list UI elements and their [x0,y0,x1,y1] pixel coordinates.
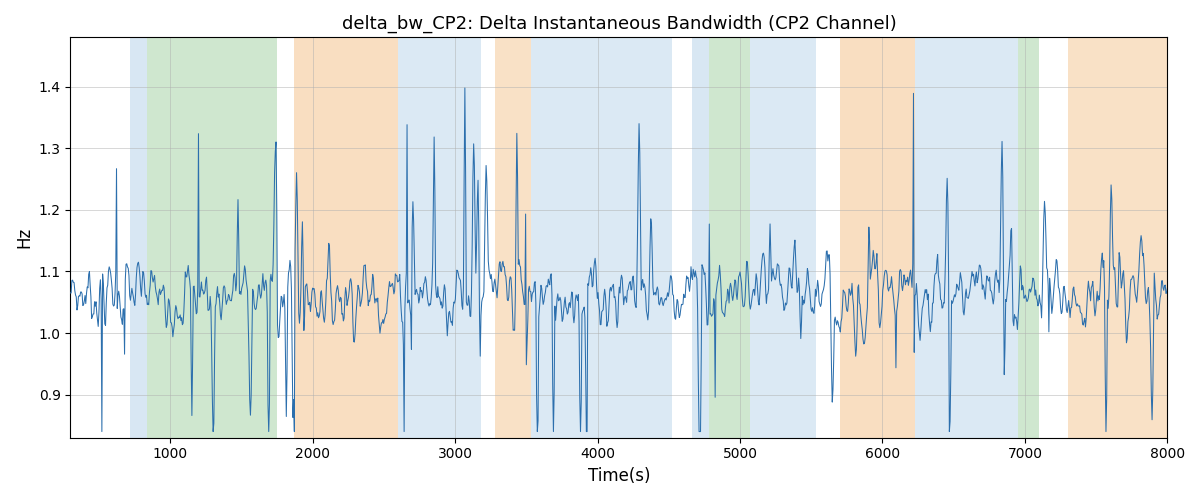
Bar [131,38,148,438]
Y-axis label: Hz: Hz [14,227,32,248]
Bar [709,38,750,438]
Bar [916,38,1018,438]
Title: delta_bw_CP2: Delta Instantaneous Bandwidth (CP2 Channel): delta_bw_CP2: Delta Instantaneous Bandwi… [342,15,896,34]
Bar [1018,38,1039,438]
Bar [750,38,816,438]
Bar [691,38,709,438]
Bar [494,38,530,438]
Bar [294,38,398,438]
Bar [1068,38,1168,438]
Bar [840,38,916,438]
Bar [530,38,672,438]
X-axis label: Time(s): Time(s) [588,467,650,485]
Bar [148,38,277,438]
Bar [398,38,481,438]
